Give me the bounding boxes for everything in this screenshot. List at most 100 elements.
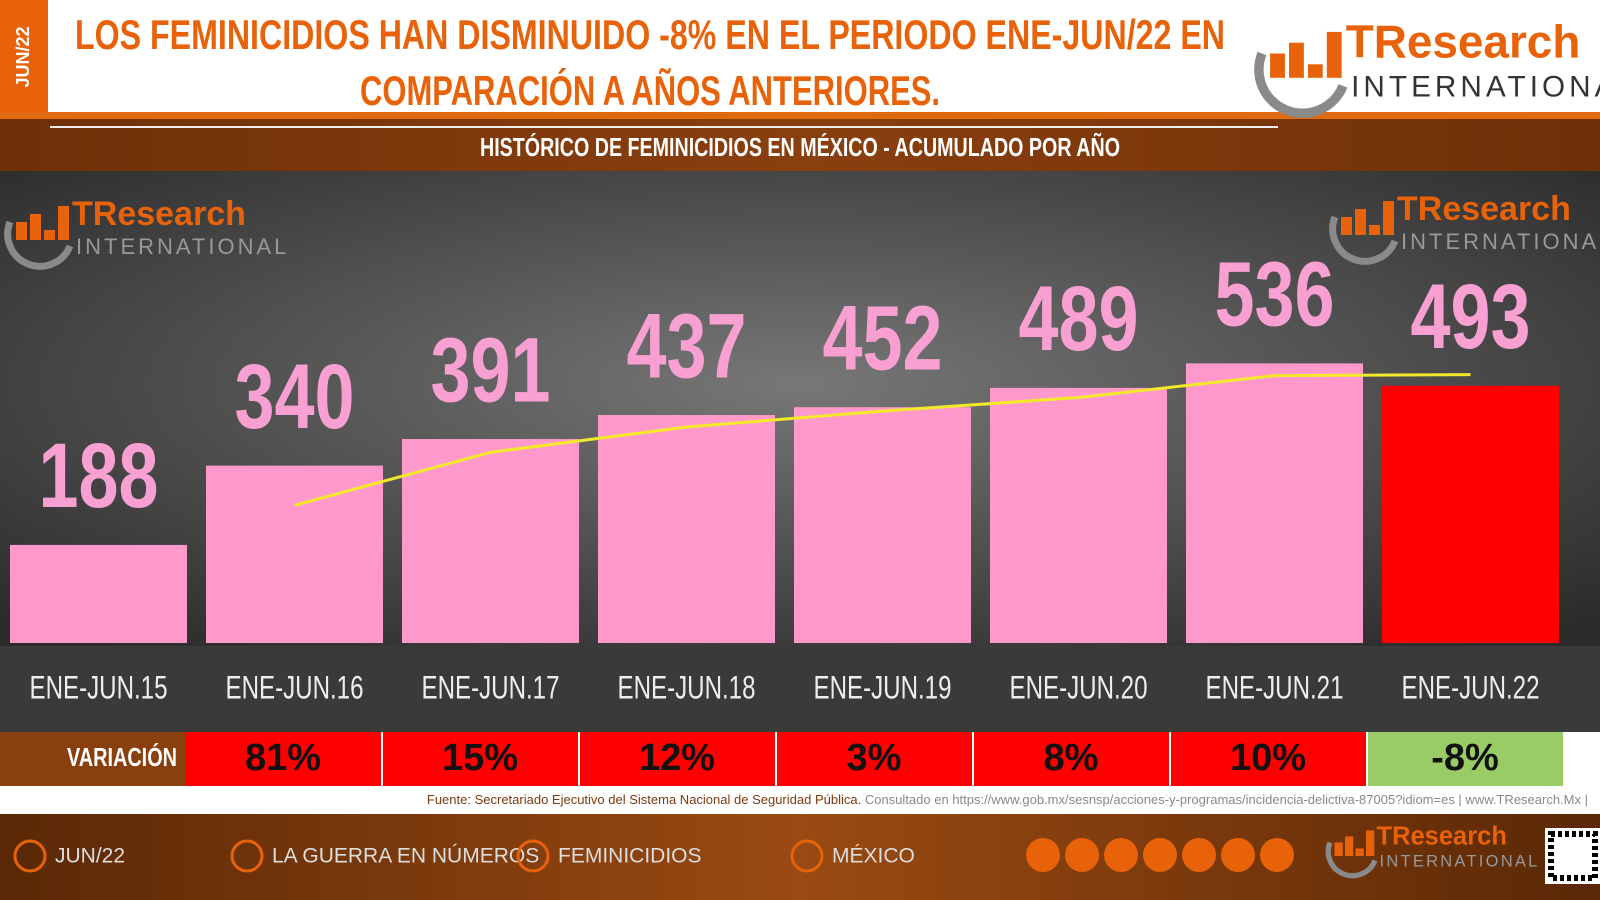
logo-bar xyxy=(1383,201,1394,235)
logo-bar xyxy=(58,206,69,240)
footer-icon xyxy=(790,839,824,873)
logo-name: TResearch xyxy=(1397,190,1571,228)
source-main: Fuente: Secretariado Ejecutivo del Siste… xyxy=(427,792,861,807)
logo-sub: INTERNATIONAL xyxy=(76,234,289,259)
logo-arc xyxy=(1329,215,1399,265)
value-label: 452 xyxy=(823,288,943,390)
logo-bar xyxy=(1366,830,1375,856)
variation-cell xyxy=(383,732,578,786)
footer-item: FEMINICIDIOS xyxy=(558,845,702,868)
social-icon xyxy=(1260,838,1294,872)
x-tick-label: ENE-JUN.18 xyxy=(618,669,756,705)
variation-cell xyxy=(1171,732,1366,786)
value-label: 437 xyxy=(627,295,747,397)
logo-bar xyxy=(1355,848,1364,856)
variation-value: 10% xyxy=(1230,737,1306,779)
bar xyxy=(598,415,775,643)
variation-value: 81% xyxy=(245,737,321,779)
variation-cell xyxy=(974,732,1169,786)
qr-code xyxy=(1545,828,1600,884)
footer-icon xyxy=(516,839,550,873)
social-icon xyxy=(1221,838,1255,872)
value-label: 188 xyxy=(39,425,159,527)
variation-cell xyxy=(1368,732,1563,786)
logo-name: TResearch xyxy=(72,195,246,233)
side-tag: JUN/22 xyxy=(13,26,33,87)
social-icon xyxy=(1065,838,1099,872)
logo-sub: INTERNATIONAL xyxy=(1380,852,1540,870)
x-tick-label: ENE-JUN.21 xyxy=(1206,669,1344,705)
footer-icon xyxy=(230,839,264,873)
title-line: COMPARACIÓN A AÑOS ANTERIORES. xyxy=(360,66,940,114)
bar xyxy=(1186,363,1363,643)
bar xyxy=(990,387,1167,643)
x-tick-label: ENE-JUN.15 xyxy=(30,669,168,705)
logo-arc xyxy=(1254,51,1348,118)
variation-cell xyxy=(777,732,972,786)
bar xyxy=(206,465,383,643)
value-label: 391 xyxy=(431,319,551,421)
bar xyxy=(1382,385,1559,643)
logo-bar xyxy=(30,214,41,240)
variation-value: -8% xyxy=(1431,737,1499,779)
footer-icon xyxy=(13,839,47,873)
footer-item: MÉXICO xyxy=(832,845,915,868)
x-tick-label: ENE-JUN.17 xyxy=(422,669,560,705)
logo-bar xyxy=(1345,836,1354,856)
orange-rule xyxy=(0,112,1600,119)
x-tick-label: ENE-JUN.20 xyxy=(1010,669,1148,705)
title-line: LOS FEMINICIDIOS HAN DISMINUIDO -8% EN E… xyxy=(75,11,1225,58)
footer-bg xyxy=(0,814,1600,900)
variation-label-bg xyxy=(0,732,186,786)
bar xyxy=(10,544,187,643)
x-tick-label: ENE-JUN.19 xyxy=(814,669,952,705)
x-tick-label: ENE-JUN.16 xyxy=(226,669,364,705)
source-rest: Consultado en https://www.gob.mx/sesnsp/… xyxy=(865,792,1588,807)
variation-value: 15% xyxy=(442,737,518,779)
logo-bar xyxy=(1270,53,1285,78)
social-icons xyxy=(1026,838,1294,872)
logo-bar xyxy=(1334,842,1343,856)
source: Fuente: Secretariado Ejecutivo del Siste… xyxy=(427,792,1588,807)
logo-bar xyxy=(1341,217,1352,235)
category-band xyxy=(0,646,1600,732)
footer-item: LA GUERRA EN NÚMEROS xyxy=(272,845,539,868)
footer-item: JUN/22 xyxy=(55,845,125,868)
social-icon xyxy=(1104,838,1138,872)
trendline xyxy=(294,373,1471,507)
logo-arc xyxy=(1325,841,1378,879)
variation-value: 8% xyxy=(1044,737,1099,779)
logo-bar xyxy=(1289,42,1304,78)
source-bg xyxy=(0,786,1600,814)
value-label: 340 xyxy=(235,346,355,448)
logo-sub: INTERNATIONAL xyxy=(1351,70,1600,103)
social-icon xyxy=(1026,838,1060,872)
logo-sub: INTERNATIONAL xyxy=(1401,229,1600,254)
bar xyxy=(794,407,971,643)
social-icon xyxy=(1143,838,1177,872)
logo-arc xyxy=(4,220,74,270)
variation-cell xyxy=(580,732,775,786)
value-label: 489 xyxy=(1019,268,1139,370)
qr-pattern xyxy=(1548,831,1598,881)
bar xyxy=(402,439,579,643)
social-icon xyxy=(1182,838,1216,872)
logo-bar xyxy=(44,230,55,240)
logo-bar xyxy=(1326,31,1342,78)
value-label: 493 xyxy=(1411,266,1531,368)
variation-value: 12% xyxy=(639,737,715,779)
variation-value: 3% xyxy=(847,737,902,779)
variation-label: VARIACIÓN xyxy=(67,742,177,772)
logo-bar xyxy=(1369,225,1380,235)
variation-cell xyxy=(186,732,381,786)
logo-bar xyxy=(1307,64,1323,78)
value-label: 536 xyxy=(1215,244,1335,346)
logo-bar xyxy=(16,222,27,240)
chart-title: HISTÓRICO DE FEMINICIDIOS EN MÉXICO - AC… xyxy=(480,132,1120,162)
logo-bar xyxy=(1355,209,1366,235)
side-strip xyxy=(0,0,48,114)
logo-name: TResearch xyxy=(1346,16,1581,68)
x-tick-label: ENE-JUN.22 xyxy=(1402,669,1540,705)
